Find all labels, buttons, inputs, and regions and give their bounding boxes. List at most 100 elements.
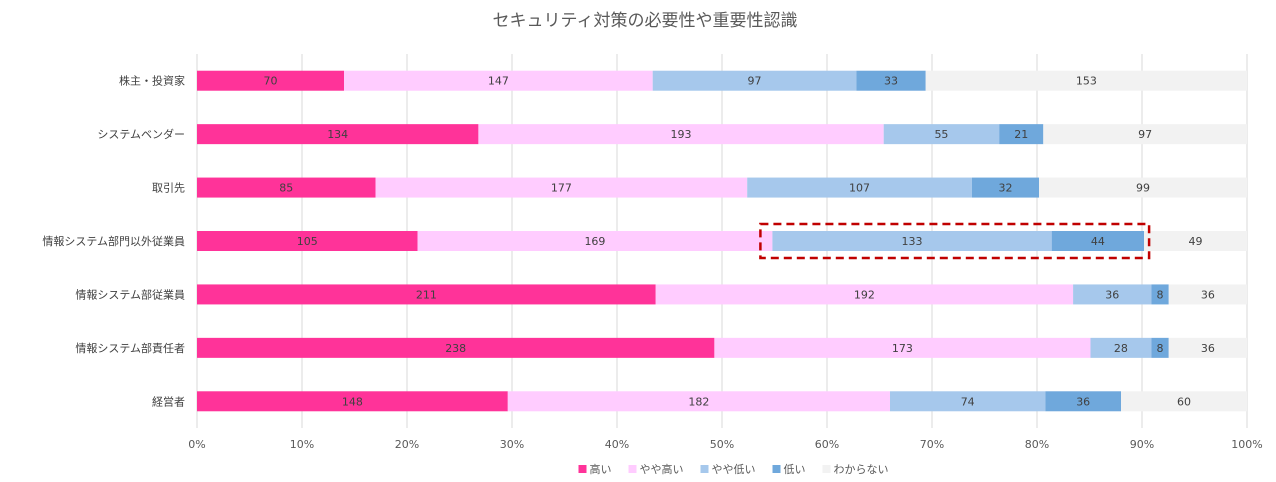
bar-segment (1151, 337, 1169, 358)
bar-segment (478, 124, 884, 145)
bar-segment (925, 70, 1247, 91)
category-label: 情報システム部責任者 (75, 341, 185, 355)
bar-segment (417, 231, 773, 251)
bar-segment (772, 231, 1052, 251)
data-label: 97 (1138, 128, 1152, 141)
data-label: 238 (445, 342, 466, 355)
bar-segment (1121, 391, 1247, 412)
bar-segment (1168, 337, 1247, 358)
bar-segment (197, 124, 479, 145)
x-tick-label: 30% (500, 438, 524, 451)
data-label: 36 (1201, 342, 1215, 355)
data-label: 32 (999, 182, 1013, 195)
data-label: 177 (551, 182, 572, 195)
bars: 70 147 97 33 153 134 193 55 21 97 85 177 107 32 99 105 1… (197, 70, 1247, 412)
legend-swatch (628, 465, 637, 473)
legend-swatch (578, 465, 587, 473)
bar-segment (375, 177, 748, 198)
x-tick-label: 70% (920, 438, 944, 451)
data-label: 28 (1114, 342, 1128, 355)
legend-label: やや高い (640, 462, 684, 476)
x-tick-label: 20% (395, 438, 419, 451)
legend-label: 低い (784, 463, 806, 476)
bar-segment (1051, 231, 1145, 251)
data-label: 36 (1201, 288, 1215, 301)
bar-segment (507, 391, 890, 412)
legend-swatch (822, 465, 831, 473)
bar-segment (1168, 284, 1247, 305)
legend-label: やや低い (712, 463, 756, 476)
category-label: システムベンダー (97, 127, 185, 141)
bar-segment (344, 70, 653, 91)
bar-segment (1090, 337, 1152, 358)
data-label: 33 (884, 75, 898, 88)
data-label: 21 (1014, 128, 1028, 141)
data-label: 147 (488, 75, 509, 88)
data-label: 148 (342, 395, 363, 408)
legend-label: わからない (834, 463, 889, 476)
x-tick-label: 60% (815, 438, 839, 451)
bar-segment (197, 231, 418, 251)
bar-segment (197, 177, 376, 198)
bar-segment (747, 177, 972, 198)
x-axis-tick-labels: 0% 10% 20% 30% 40% 50% 60% 70% 80% 90% 100% (188, 438, 1262, 451)
bar-segment (655, 284, 1074, 305)
bar-segment (1045, 391, 1121, 412)
data-label: 134 (327, 128, 348, 141)
data-label: 49 (1189, 235, 1203, 248)
data-label: 105 (297, 235, 318, 248)
legend-label: 高い (590, 462, 612, 476)
data-label: 153 (1076, 75, 1097, 88)
bar-segment (890, 391, 1046, 412)
bar-segment (1144, 231, 1247, 251)
data-label: 60 (1177, 395, 1191, 408)
highlight-annotation (759, 222, 1151, 260)
legend-swatch (700, 465, 709, 473)
x-tick-label: 80% (1025, 438, 1049, 451)
data-label: 97 (748, 75, 762, 88)
bar-segment (1151, 284, 1169, 305)
data-label: 169 (584, 235, 605, 248)
bar-segment (883, 124, 1000, 145)
category-label: 情報システム部従業員 (75, 287, 185, 301)
category-label: 経営者 (152, 394, 185, 408)
data-label: 36 (1076, 395, 1090, 408)
x-tick-label: 40% (605, 438, 629, 451)
category-label: 取引先 (152, 181, 185, 195)
bar-segment (197, 284, 656, 305)
data-label: 70 (264, 75, 278, 88)
legend-swatch (772, 465, 781, 473)
data-label: 36 (1105, 288, 1119, 301)
data-label: 192 (854, 288, 875, 301)
x-tick-label: 90% (1130, 438, 1154, 451)
data-label: 85 (279, 182, 293, 195)
highlight-box (759, 222, 1151, 260)
bar-segment (197, 391, 508, 412)
bar-segment (1073, 284, 1152, 305)
data-label: 74 (961, 395, 975, 408)
data-label: 182 (688, 395, 709, 408)
data-label: 133 (902, 235, 923, 248)
bar-segment (197, 70, 344, 91)
data-label: 211 (416, 288, 437, 301)
data-label: 173 (892, 342, 913, 355)
category-label: 株主・投資家 (119, 74, 185, 88)
category-labels: 株主・投資家システムベンダー取引先情報システム部門以外従業員情報システム部従業員… (42, 74, 185, 409)
x-tick-label: 0% (188, 438, 205, 451)
data-label: 55 (934, 128, 948, 141)
data-label: 8 (1157, 288, 1164, 301)
x-tick-label: 100% (1231, 438, 1262, 451)
bar-segment (971, 177, 1040, 198)
data-label: 8 (1157, 342, 1164, 355)
bar-segment (1043, 124, 1247, 145)
legend: 高い やや高い やや低い 低い わからない (578, 462, 889, 476)
bar-segment (1039, 177, 1247, 198)
data-label: 44 (1091, 235, 1105, 248)
chart-title: セキュリティ対策の必要性や重要性認識 (493, 11, 798, 31)
bar-segment (999, 124, 1044, 145)
data-label: 193 (671, 128, 692, 141)
x-tick-label: 10% (290, 438, 314, 451)
data-label: 107 (849, 182, 870, 195)
bar-segment (714, 337, 1091, 358)
